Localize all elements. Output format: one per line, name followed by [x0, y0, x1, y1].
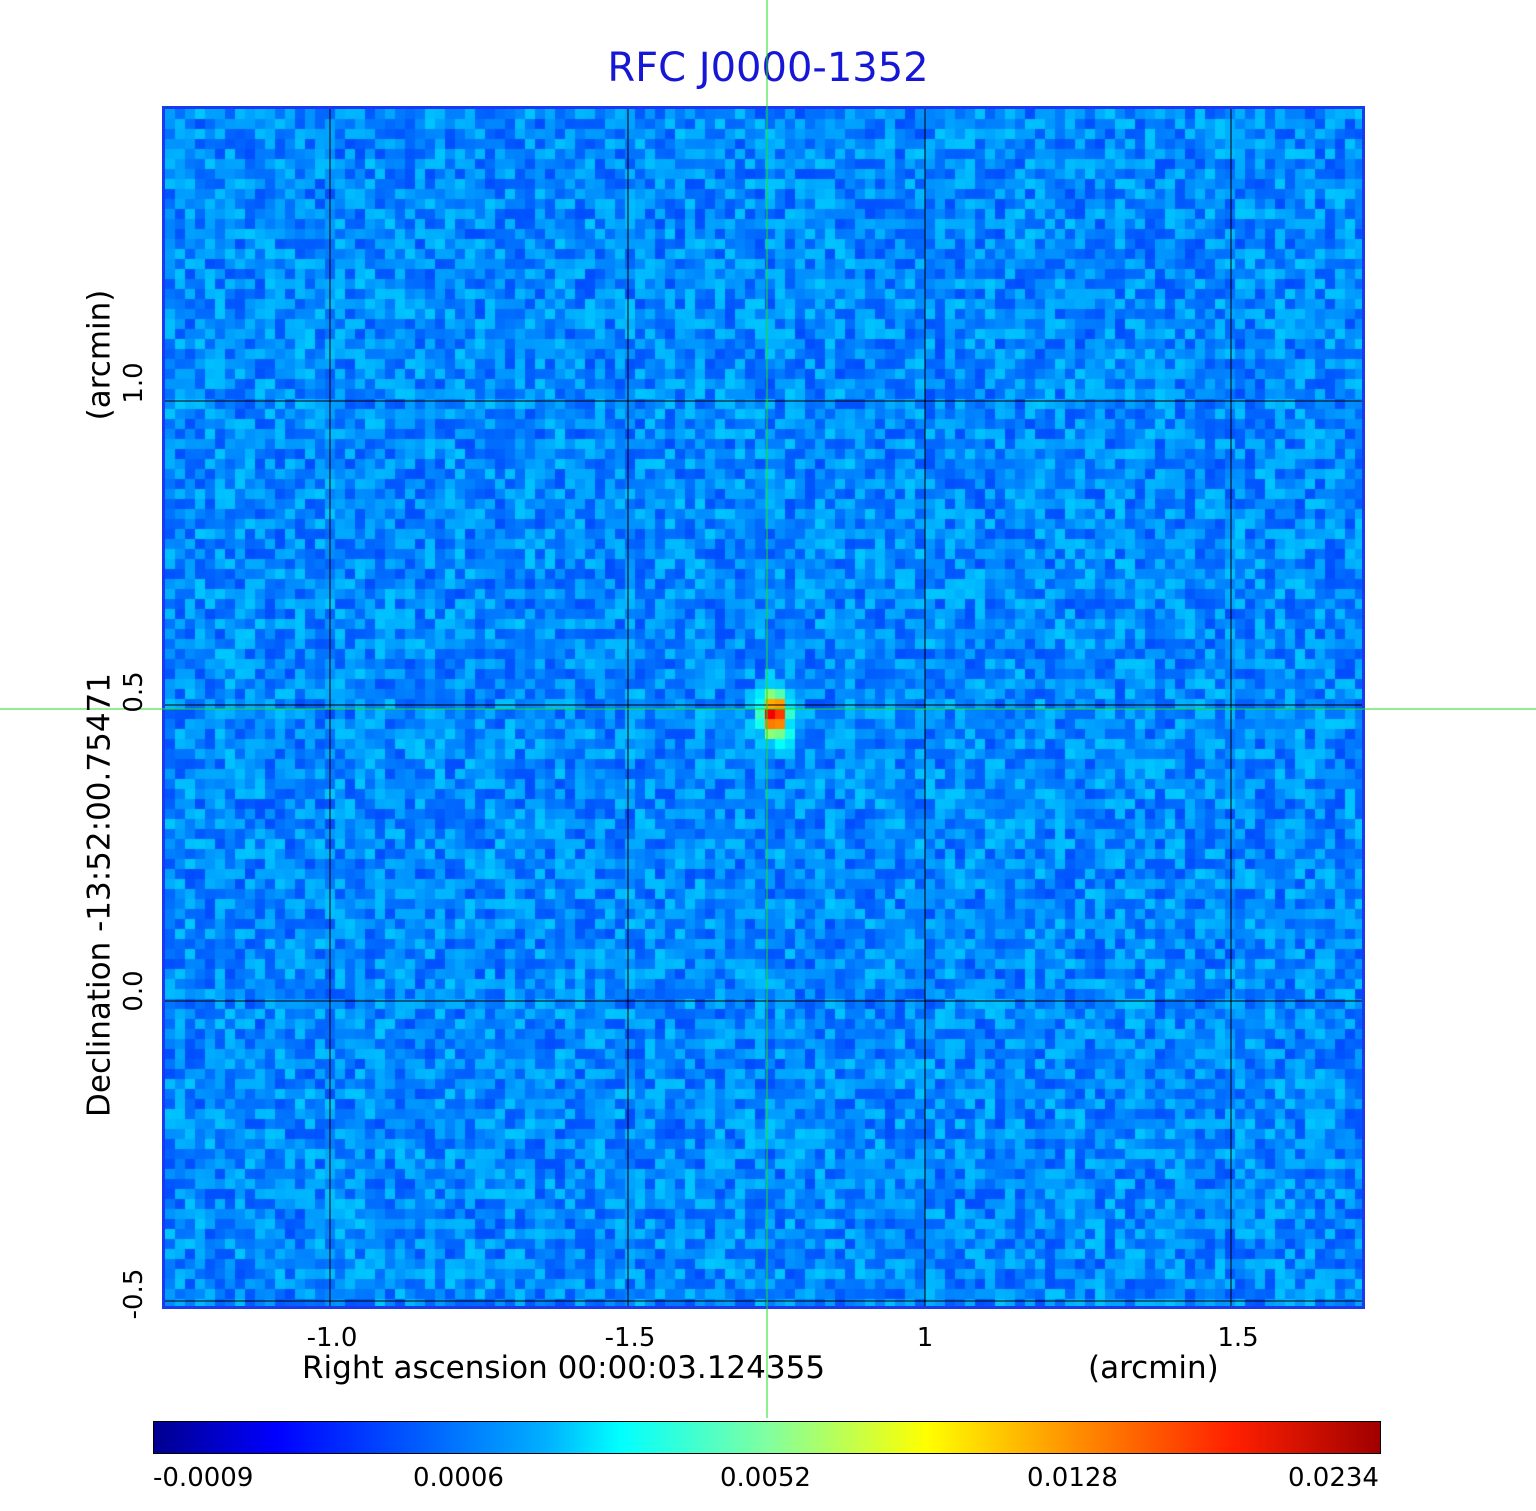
- y-tick-label: 0.5: [119, 671, 149, 713]
- y-tick-label: 0.0: [119, 970, 149, 1012]
- colorbar-tick-label: 0.0128: [1027, 1463, 1118, 1493]
- image-panel[interactable]: [162, 106, 1365, 1309]
- x-axis-label: Right ascension 00:00:03.124355: [302, 1350, 826, 1386]
- x-tick-label: -1.5: [604, 1323, 656, 1353]
- x-tick-label: 1.5: [1217, 1323, 1259, 1353]
- coordinate-grid: [165, 109, 1362, 1306]
- colorbar-tick-label: 0.0234: [1288, 1463, 1379, 1493]
- x-tick-label: -1.0: [306, 1323, 358, 1353]
- colorbar: [153, 1421, 1381, 1454]
- y-tick-label: -0.5: [119, 1268, 149, 1320]
- colorbar-tick-label: -0.0009: [153, 1463, 254, 1493]
- plot-title: RFC J0000-1352: [607, 45, 929, 91]
- colorbar-tick-label: 0.0052: [720, 1463, 811, 1493]
- y-tick-label: 1.0: [119, 362, 149, 404]
- x-axis-unit: (arcmin): [1088, 1350, 1219, 1386]
- x-tick-label: 1: [916, 1323, 934, 1353]
- y-axis-unit: (arcmin): [81, 289, 118, 421]
- colorbar-tick-label: 0.0006: [413, 1463, 504, 1493]
- radio-image: [165, 109, 1362, 1306]
- y-axis-label: Declination -13:52:00.75471: [81, 673, 118, 1117]
